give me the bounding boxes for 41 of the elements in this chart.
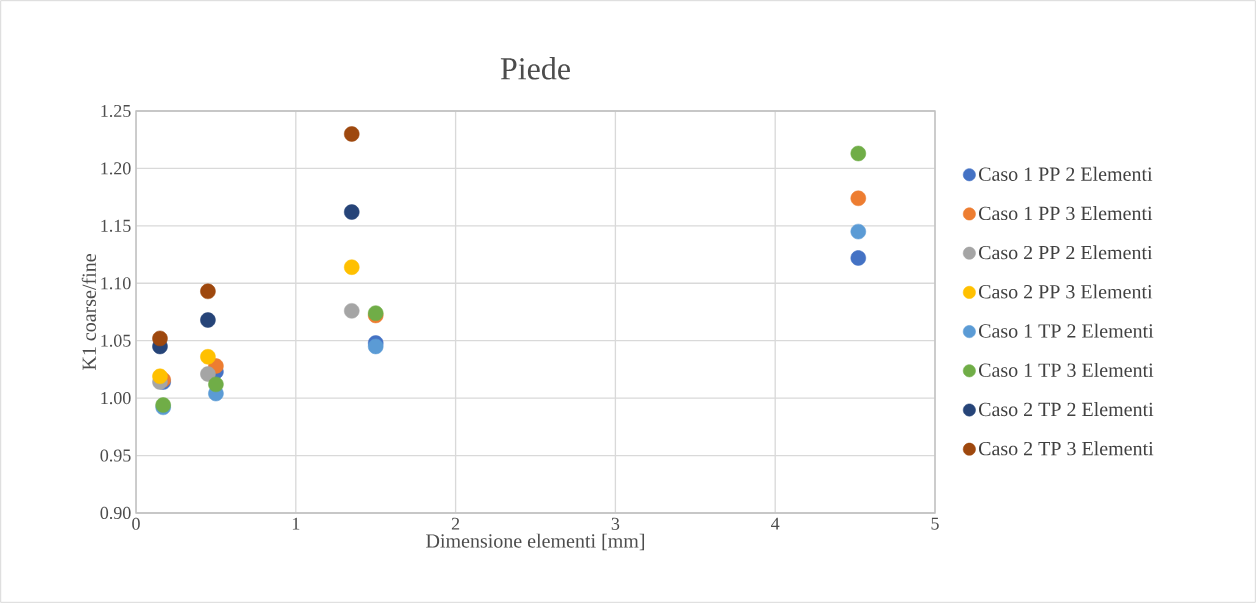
legend-label: Caso 2 TP 2 Elementi <box>978 402 1154 417</box>
legend-label: Caso 2 PP 3 Elementi <box>978 284 1153 299</box>
y-tick-label: 1.05 <box>101 334 131 347</box>
point <box>200 366 216 382</box>
point <box>208 376 224 393</box>
x-tick-label: 2 <box>451 517 460 530</box>
legend-label: Caso 2 TP 3 Elementi <box>978 441 1154 456</box>
y-tick-label: 0.90 <box>100 506 131 520</box>
legend-label: Caso 1 TP 2 Elementi <box>978 323 1154 338</box>
point <box>200 283 216 300</box>
y-tick-label: 1.10 <box>101 277 131 290</box>
point <box>152 368 168 385</box>
legend-label: Caso 1 PP 3 Elementi <box>978 206 1153 221</box>
y-tick-label: 1.20 <box>101 162 131 175</box>
point <box>344 126 360 142</box>
legend-label: Caso 1 TP 3 Elementi <box>978 362 1154 377</box>
y-tick-label: 0.95 <box>100 449 131 462</box>
legend-label: Caso 1 PP 2 Elementi <box>978 166 1153 181</box>
y-tick-label: 1.00 <box>101 392 131 405</box>
chart-title: Piede <box>500 57 570 80</box>
x-tick-label: 0 <box>132 517 140 530</box>
y-axis-title: K1 coarse/fine <box>81 254 96 370</box>
point <box>850 145 867 162</box>
x-tick-label: 3 <box>611 517 620 530</box>
point <box>344 204 360 220</box>
point <box>367 338 384 355</box>
x-tick-label: 5 <box>931 517 939 530</box>
x-axis-title: Dimensione elementi [mm] <box>426 533 645 551</box>
point <box>850 250 867 266</box>
point <box>344 259 360 275</box>
point <box>152 330 168 347</box>
point <box>850 190 867 207</box>
y-tick-label: 1.15 <box>101 219 131 232</box>
point <box>200 312 216 328</box>
x-tick-label: 4 <box>771 517 780 530</box>
point <box>344 303 360 319</box>
legend-label: Caso 2 PP 2 Elementi <box>978 245 1153 260</box>
x-tick-label: 1 <box>292 517 300 530</box>
point <box>200 349 216 365</box>
point <box>850 223 867 240</box>
y-tick-label: 1.25 <box>101 104 131 118</box>
